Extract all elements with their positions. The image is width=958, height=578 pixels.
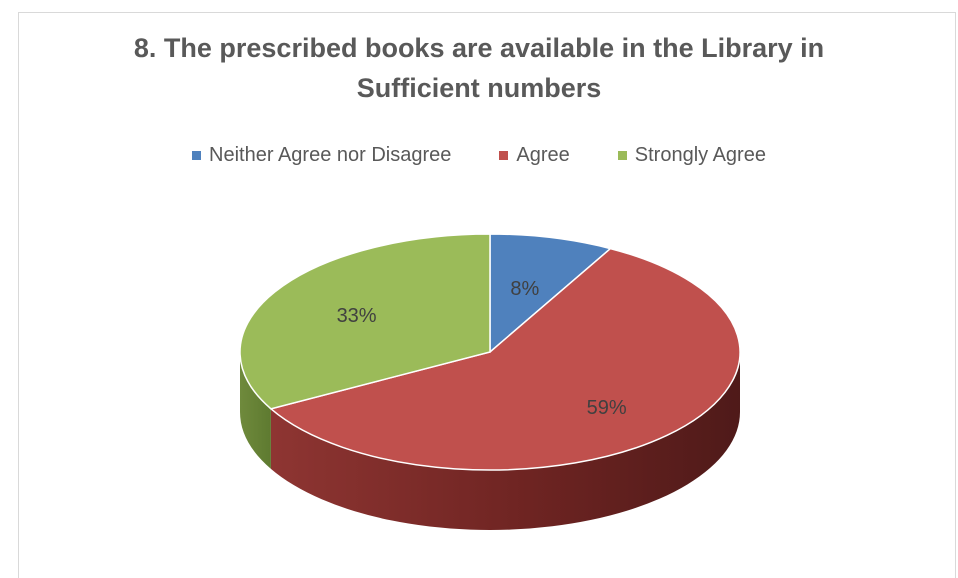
pie-slices	[239, 233, 741, 471]
legend-item-strongly-agree: Strongly Agree	[617, 144, 766, 167]
legend-item-neither: Neither Agree nor Disagree	[192, 144, 451, 167]
data-label-agree: 59%	[587, 397, 627, 419]
legend-label-strongly-agree: Strongly Agree	[634, 144, 766, 166]
pie-slice-neither	[489, 233, 613, 354]
pie-side-agree	[270, 352, 740, 530]
pie-data-labels: 8% 59% 33%	[337, 278, 627, 419]
chart-legend: Neither Agree nor Disagree Agree Strongl…	[0, 144, 958, 167]
data-label-strongly-agree: 33%	[337, 305, 377, 327]
legend-swatch-strongly-agree	[617, 151, 627, 160]
pie-slice-strongly-agree	[239, 233, 491, 410]
legend-swatch-agree	[499, 151, 509, 160]
legend-swatch-neither	[192, 151, 202, 160]
chart-frame	[18, 12, 956, 578]
chart-title: 8. The prescribed books are available in…	[0, 28, 958, 108]
chart-title-line-2: Sufficient numbers	[356, 73, 602, 103]
data-label-neither: 8%	[510, 278, 539, 300]
legend-item-agree: Agree	[499, 144, 570, 167]
legend-label-neither: Neither Agree nor Disagree	[209, 144, 452, 166]
pie-slice-agree	[269, 247, 741, 471]
legend-label-agree: Agree	[516, 144, 570, 166]
chart-title-line-1: 8. The prescribed books are available in…	[133, 33, 825, 63]
